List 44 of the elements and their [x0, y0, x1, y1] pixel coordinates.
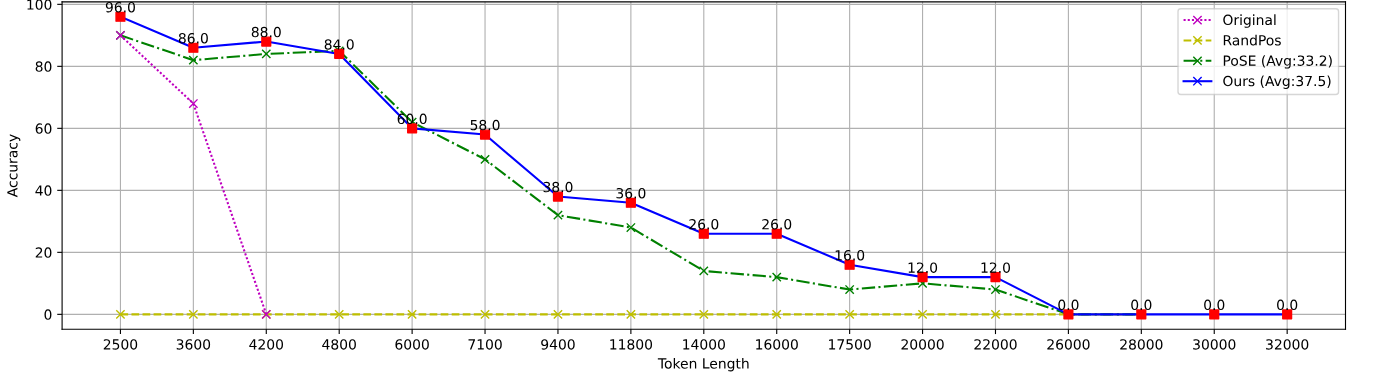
- x-tick-label: 14000: [683, 339, 725, 350]
- x-tick-label: 32000: [1266, 339, 1309, 350]
- x-tick-label: 11800: [610, 339, 653, 350]
- y-tick-label: 0: [44, 309, 52, 320]
- data-label: 16.0: [835, 249, 865, 261]
- x-tick-label: 28000: [1120, 339, 1163, 350]
- x-tick-label: 20000: [901, 339, 944, 350]
- data-label: 36.0: [616, 187, 646, 199]
- data-label: 0.0: [1058, 299, 1079, 311]
- x-tick-label: 22000: [974, 339, 1017, 350]
- x-tick-label: 7100: [468, 339, 502, 350]
- y-tick-label: 40: [35, 185, 52, 196]
- x-tick-label: 9400: [541, 339, 575, 350]
- y-tick-label: 20: [35, 247, 52, 258]
- data-label: 88.0: [251, 26, 281, 38]
- data-label: 84.0: [324, 39, 354, 50]
- x-tick-label: 2500: [103, 339, 138, 350]
- data-label: 0.0: [1277, 299, 1298, 311]
- legend-label: Original: [1223, 14, 1276, 28]
- x-tick-label: 16000: [756, 339, 798, 350]
- x-tick-label: 3600: [176, 339, 211, 350]
- data-label: 12.0: [981, 262, 1011, 273]
- x-tick-label: 30000: [1193, 339, 1236, 350]
- data-label: 26.0: [689, 218, 719, 230]
- y-tick-label: 100: [27, 0, 52, 10]
- x-tick-label: 4800: [322, 339, 356, 350]
- data-label: 96.0: [105, 1, 135, 13]
- data-label: 0.0: [1204, 299, 1225, 311]
- x-tick-label: 26000: [1047, 339, 1090, 350]
- data-label: 58.0: [470, 119, 500, 131]
- data-label: 26.0: [762, 218, 792, 230]
- x-tick-label: 4200: [249, 339, 284, 350]
- data-label: 86.0: [178, 32, 208, 44]
- legend-label: RandPos: [1223, 34, 1281, 46]
- y-tick-label: 60: [35, 123, 52, 134]
- data-label: 12.0: [908, 262, 938, 273]
- legend-label: Ours (Avg:37.5): [1223, 75, 1331, 89]
- x-tick-label: 6000: [395, 339, 429, 350]
- x-tick-label: 17500: [829, 339, 871, 350]
- y-tick-label: 80: [35, 61, 52, 72]
- legend-label: PoSE (Avg:33.2): [1223, 55, 1332, 69]
- y-axis-title: Accuracy: [7, 134, 21, 198]
- x-axis-title: Token Length: [657, 357, 749, 372]
- data-label: 0.0: [1131, 299, 1152, 311]
